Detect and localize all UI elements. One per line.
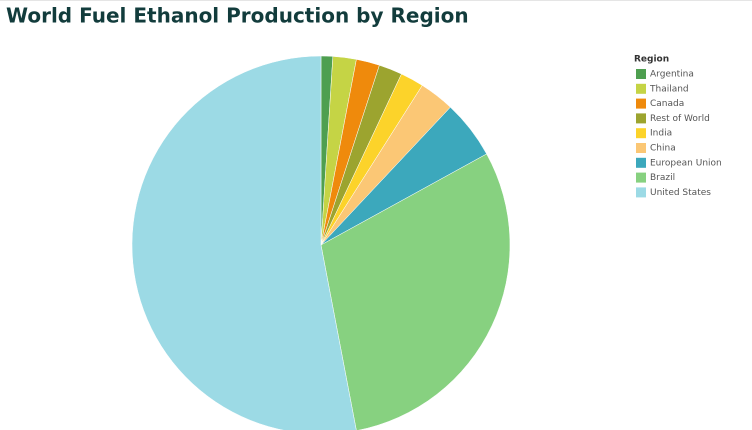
legend-swatch xyxy=(636,143,646,153)
legend-label: United States xyxy=(650,188,711,198)
legend-label: Argentina xyxy=(650,70,694,80)
legend-label: European Union xyxy=(650,158,722,168)
legend-swatch xyxy=(636,157,646,168)
legend-swatch xyxy=(636,83,646,94)
legend-label: Brazil xyxy=(650,173,675,183)
legend-swatch xyxy=(636,187,646,198)
legend-swatch xyxy=(636,128,646,139)
pie-slice xyxy=(320,153,511,430)
legend-label: India xyxy=(650,129,672,139)
legend-swatch xyxy=(636,172,646,183)
legend-label: Canada xyxy=(650,99,684,109)
legend-label: Rest of World xyxy=(650,114,710,124)
legend-title: Region xyxy=(634,55,669,65)
legend-swatch xyxy=(636,69,646,79)
legend-label: Thailand xyxy=(649,84,689,94)
legend-swatch xyxy=(636,113,646,124)
pie-slice xyxy=(131,55,357,430)
legend-label: China xyxy=(650,144,676,154)
legend-swatch xyxy=(636,98,646,109)
chart-title: World Fuel Ethanol Production by Region xyxy=(6,4,469,28)
